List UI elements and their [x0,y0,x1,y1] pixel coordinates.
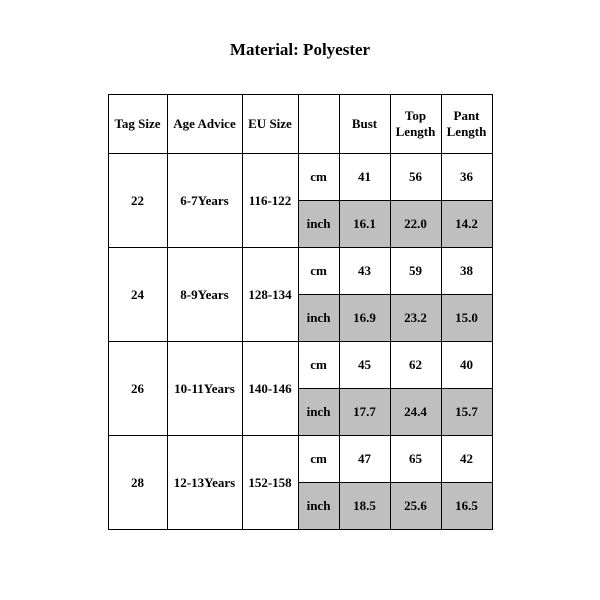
cell-age: 6-7Years [167,154,242,248]
cell-bust-inch: 18.5 [339,483,390,530]
page-title: Material: Polyester [0,40,600,60]
cell-top-inch: 24.4 [390,389,441,436]
cell-tag: 26 [108,342,167,436]
cell-bust-cm: 41 [339,154,390,201]
cell-top-cm: 62 [390,342,441,389]
cell-tag: 28 [108,436,167,530]
cell-pant-cm: 36 [441,154,492,201]
cell-unit-cm: cm [298,436,339,483]
table-row: 22 6-7Years 116-122 cm 41 56 36 [108,154,492,201]
cell-pant-inch: 15.7 [441,389,492,436]
cell-top-inch: 25.6 [390,483,441,530]
cell-eu: 116-122 [242,154,298,248]
table-body: 22 6-7Years 116-122 cm 41 56 36 inch 16.… [108,154,492,530]
cell-top-inch: 22.0 [390,201,441,248]
cell-age: 10-11Years [167,342,242,436]
cell-bust-cm: 47 [339,436,390,483]
col-top-length: TopLength [390,95,441,154]
cell-top-cm: 59 [390,248,441,295]
table-row: 28 12-13Years 152-158 cm 47 65 42 [108,436,492,483]
page: Material: Polyester Tag Size Age Advice … [0,0,600,600]
cell-pant-cm: 40 [441,342,492,389]
cell-tag: 22 [108,154,167,248]
cell-top-cm: 65 [390,436,441,483]
col-unit [298,95,339,154]
cell-unit-inch: inch [298,389,339,436]
col-age-advice: Age Advice [167,95,242,154]
cell-age: 12-13Years [167,436,242,530]
cell-eu: 140-146 [242,342,298,436]
cell-unit-cm: cm [298,154,339,201]
cell-unit-inch: inch [298,295,339,342]
cell-pant-cm: 38 [441,248,492,295]
size-table: Tag Size Age Advice EU Size Bust TopLeng… [108,94,493,530]
cell-top-inch: 23.2 [390,295,441,342]
cell-unit-cm: cm [298,248,339,295]
cell-bust-inch: 16.1 [339,201,390,248]
cell-bust-cm: 43 [339,248,390,295]
cell-age: 8-9Years [167,248,242,342]
cell-pant-inch: 15.0 [441,295,492,342]
col-pant-length: PantLength [441,95,492,154]
table-header-row: Tag Size Age Advice EU Size Bust TopLeng… [108,95,492,154]
cell-unit-inch: inch [298,201,339,248]
cell-pant-inch: 16.5 [441,483,492,530]
cell-eu: 152-158 [242,436,298,530]
cell-tag: 24 [108,248,167,342]
table-row: 24 8-9Years 128-134 cm 43 59 38 [108,248,492,295]
cell-pant-cm: 42 [441,436,492,483]
cell-pant-inch: 14.2 [441,201,492,248]
cell-bust-inch: 17.7 [339,389,390,436]
cell-eu: 128-134 [242,248,298,342]
cell-unit-cm: cm [298,342,339,389]
cell-unit-inch: inch [298,483,339,530]
table-row: 26 10-11Years 140-146 cm 45 62 40 [108,342,492,389]
cell-bust-cm: 45 [339,342,390,389]
col-eu-size: EU Size [242,95,298,154]
cell-bust-inch: 16.9 [339,295,390,342]
cell-top-cm: 56 [390,154,441,201]
col-tag-size: Tag Size [108,95,167,154]
col-bust: Bust [339,95,390,154]
